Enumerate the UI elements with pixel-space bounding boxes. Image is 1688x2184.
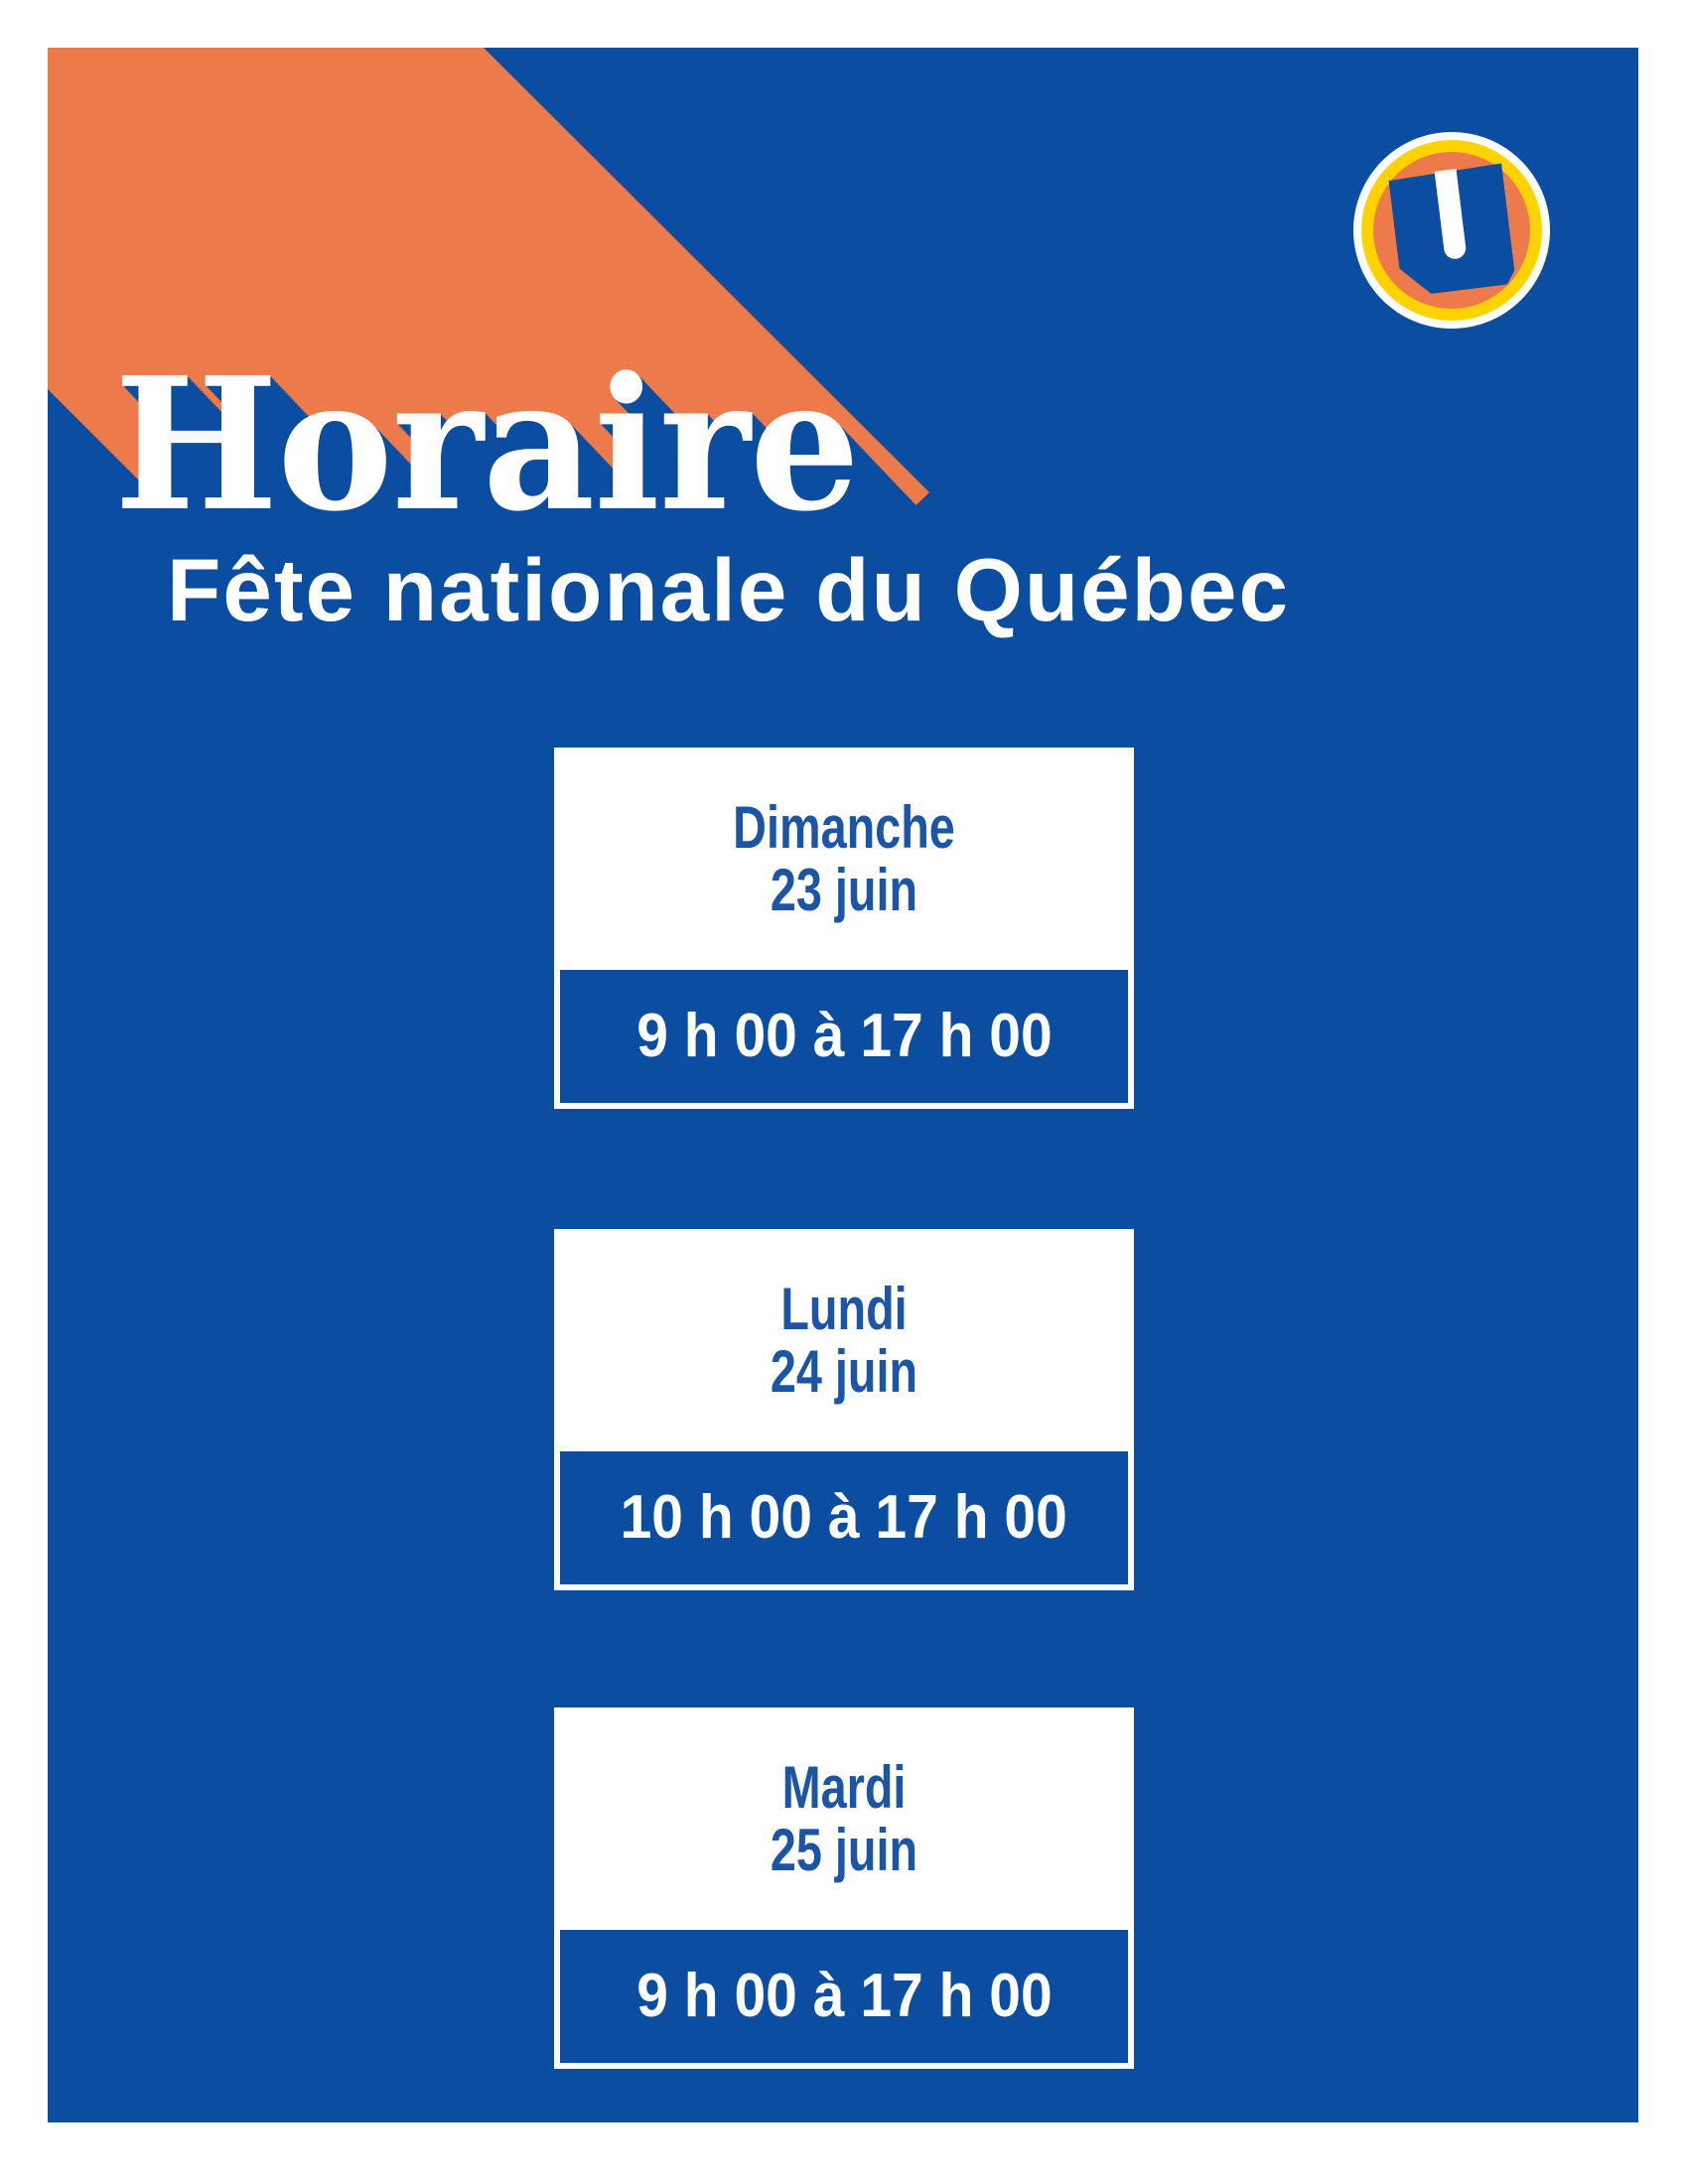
card-day-section: Lundi 24 juin [560, 1229, 1128, 1451]
card-hours-section: 10 h 00 à 17 h 00 [560, 1451, 1128, 1584]
page-title: Horaire [114, 338, 860, 552]
day-label: Lundi [780, 1276, 908, 1342]
day-label: Mardi [781, 1754, 907, 1821]
card-hours-section: 9 h 00 à 17 h 00 [560, 1930, 1128, 2063]
logo-u-icon: U [1388, 163, 1516, 297]
schedule-card: Lundi 24 juin 10 h 00 à 17 h 00 [554, 1229, 1134, 1590]
schedule-card: Dimanche 23 juin 9 h 00 à 17 h 00 [554, 748, 1134, 1109]
date-label: 25 juin [770, 1817, 918, 1883]
hours-label: 9 h 00 à 17 h 00 [635, 1962, 1053, 2030]
hours-label: 10 h 00 à 17 h 00 [620, 1483, 1068, 1552]
date-label: 24 juin [770, 1338, 918, 1405]
day-label: Dimanche [733, 794, 955, 861]
hours-label: 9 h 00 à 17 h 00 [635, 1002, 1053, 1070]
card-day-section: Mardi 25 juin [560, 1707, 1128, 1930]
schedule-card: Mardi 25 juin 9 h 00 à 17 h 00 [554, 1707, 1134, 2069]
card-day-section: Dimanche 23 juin [560, 748, 1128, 970]
card-hours-section: 9 h 00 à 17 h 00 [560, 970, 1128, 1103]
page-subtitle: Fête nationale du Québec [167, 540, 1291, 639]
date-label: 23 juin [770, 857, 918, 923]
